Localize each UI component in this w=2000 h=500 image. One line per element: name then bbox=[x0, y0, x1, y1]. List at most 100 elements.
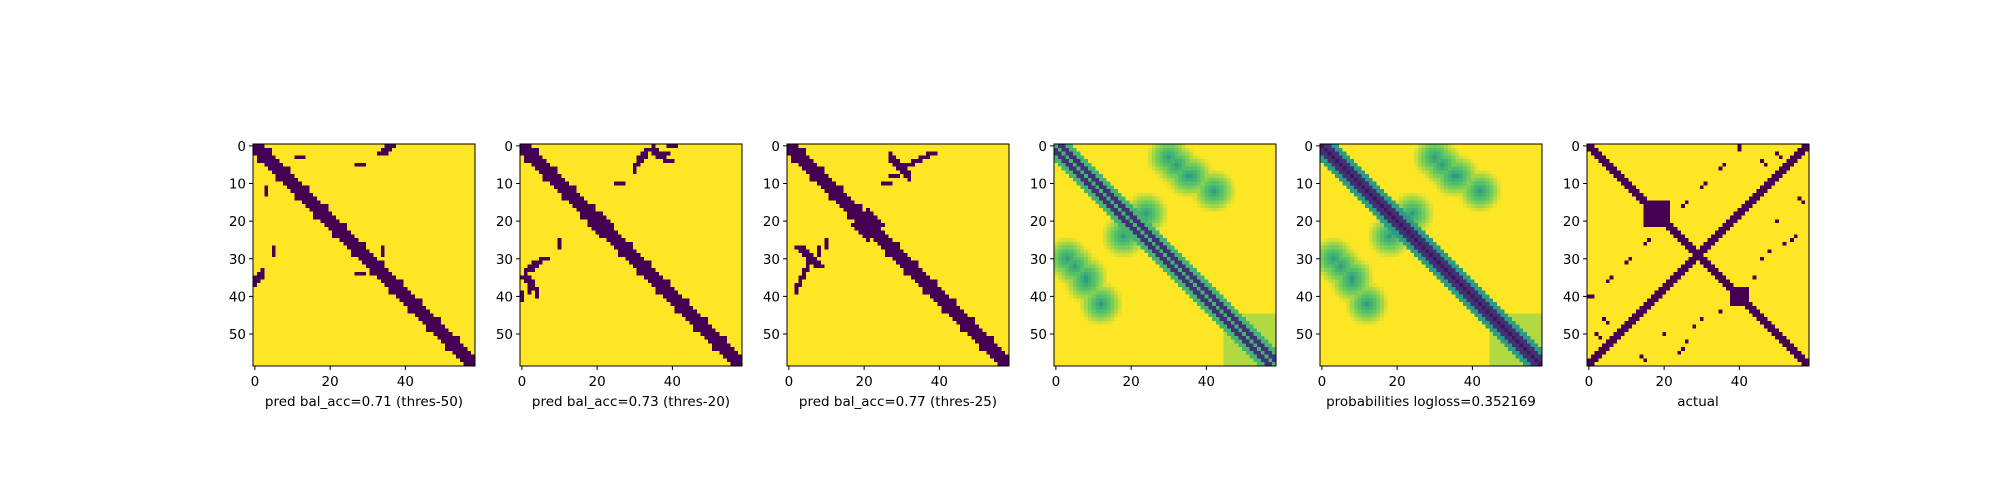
heatmap-cell-run bbox=[1650, 238, 1678, 243]
y-tick-label: 30 bbox=[1296, 252, 1313, 268]
heatmap-cell-run bbox=[1444, 162, 1449, 167]
heatmap-cell-run bbox=[1227, 196, 1232, 201]
heatmap-cell-run bbox=[1061, 249, 1066, 254]
heatmap-cell-run bbox=[1380, 245, 1385, 250]
heatmap-cell-run bbox=[1696, 324, 1765, 329]
heatmap-cell-run bbox=[1376, 283, 1381, 288]
heatmap-cell-run bbox=[1084, 286, 1089, 292]
heatmap-cell-run bbox=[1151, 238, 1160, 243]
heatmap-cell-run bbox=[520, 279, 525, 284]
heatmap-cell-run bbox=[568, 200, 589, 205]
heatmap-cell-run bbox=[1155, 241, 1164, 246]
heatmap-cell-run bbox=[1478, 302, 1483, 307]
heatmap-cell-run bbox=[1429, 215, 1434, 220]
heatmap-cell-run bbox=[1425, 144, 1430, 149]
heatmap-cell-run bbox=[798, 279, 803, 284]
heatmap-cell-run bbox=[1054, 294, 1070, 299]
heatmap-cell-run bbox=[1208, 313, 1217, 318]
heatmap-cell-run bbox=[1129, 215, 1138, 220]
heatmap-cell-run bbox=[1775, 170, 1787, 175]
heatmap-cell-run bbox=[1099, 317, 1104, 322]
heatmap-cell-run bbox=[948, 294, 1010, 299]
heatmap-cell-run bbox=[1223, 294, 1277, 299]
heatmap-cell-run bbox=[1227, 317, 1232, 322]
heatmap-cell-run bbox=[1227, 200, 1232, 205]
heatmap-cell-run bbox=[587, 219, 611, 224]
heatmap-cell-run bbox=[1365, 320, 1370, 326]
heatmap-cell-run bbox=[1346, 238, 1370, 243]
heatmap-cell-run bbox=[1174, 170, 1179, 175]
heatmap-cell-run bbox=[1357, 162, 1415, 167]
heatmap-cell-run bbox=[1714, 241, 1784, 246]
heatmap-cell-run bbox=[960, 305, 1010, 310]
heatmap-cell-run bbox=[1099, 302, 1104, 307]
heatmap-cell-run bbox=[1402, 245, 1407, 250]
heatmap-cell-run bbox=[1114, 204, 1119, 209]
heatmap-cell-run bbox=[1335, 290, 1340, 295]
heatmap-cell-run bbox=[1462, 200, 1468, 205]
heatmap-cell-run bbox=[1099, 196, 1108, 201]
heatmap-cell-run bbox=[1099, 260, 1104, 265]
heatmap-cell-run bbox=[1102, 309, 1108, 314]
heatmap-cell-run bbox=[1587, 256, 1629, 262]
x-tick-label: 20 bbox=[856, 374, 873, 390]
heatmap-cell-run bbox=[1587, 264, 1682, 269]
heatmap-cell-run bbox=[1489, 196, 1494, 201]
heatmap-cell-run bbox=[290, 170, 476, 175]
heatmap-cell-run bbox=[1602, 343, 1614, 348]
heatmap-cell-run bbox=[1361, 305, 1366, 310]
heatmap-cell-run bbox=[520, 196, 562, 201]
heatmap-cell-run bbox=[1323, 268, 1328, 273]
heatmap-cell-run bbox=[918, 260, 1010, 265]
heatmap-cell-run bbox=[1440, 260, 1449, 265]
heatmap-cell-run bbox=[1204, 162, 1209, 167]
heatmap-cell-run bbox=[1429, 207, 1434, 213]
heatmap-cell-run bbox=[1095, 260, 1100, 265]
heatmap-cell-run bbox=[332, 211, 476, 216]
heatmap-cell-run bbox=[1771, 174, 1784, 179]
heatmap-cell-run bbox=[1462, 196, 1468, 201]
heatmap-cell-run bbox=[1429, 234, 1543, 239]
heatmap-cell-run bbox=[817, 249, 822, 254]
heatmap-cell-run bbox=[1444, 151, 1449, 156]
heatmap-cell-run bbox=[787, 174, 810, 179]
heatmap-cell-run bbox=[1061, 275, 1066, 280]
heatmap-cell-run bbox=[1372, 320, 1377, 326]
heatmap-cell-run bbox=[1587, 294, 1595, 299]
heatmap-cell-run bbox=[813, 253, 818, 258]
heatmap-cell-run bbox=[1391, 245, 1396, 250]
heatmap-cell-run bbox=[1196, 155, 1202, 160]
heatmap-cell-run bbox=[1496, 196, 1502, 201]
heatmap-cell-run bbox=[1342, 264, 1347, 269]
heatmap-cell-run bbox=[1587, 159, 1599, 164]
heatmap-cell-run bbox=[1429, 177, 1434, 183]
heatmap-cell-run bbox=[787, 159, 792, 164]
heatmap-cell-run bbox=[787, 189, 826, 194]
heatmap-cell-run bbox=[926, 151, 938, 156]
heatmap-cell-run bbox=[1628, 256, 1633, 262]
heatmap-cell-run bbox=[452, 350, 472, 356]
heatmap-cell-run bbox=[1193, 283, 1198, 288]
heatmap-cell-run bbox=[1234, 305, 1277, 310]
heatmap-cell-run bbox=[1181, 151, 1187, 156]
heatmap-cell-run bbox=[1193, 155, 1198, 160]
heatmap-cell-run bbox=[1617, 177, 1629, 183]
heatmap-cell-run bbox=[787, 151, 807, 156]
heatmap-cell-run bbox=[1054, 362, 1224, 367]
heatmap-cell-run bbox=[1587, 320, 1607, 326]
heatmap-cell-run bbox=[655, 268, 743, 273]
heatmap-cell-run bbox=[309, 207, 329, 213]
heatmap-cell-run bbox=[1080, 283, 1085, 288]
heatmap-cell-run bbox=[1204, 204, 1209, 209]
heatmap-cell-run bbox=[787, 226, 856, 231]
heatmap-cell-run bbox=[1170, 162, 1175, 167]
heatmap-cell-run bbox=[1590, 151, 1603, 156]
y-tick-label: 0 bbox=[504, 139, 513, 155]
heatmap-cell-run bbox=[975, 320, 1010, 326]
heatmap-cell-run bbox=[253, 215, 314, 220]
heatmap-cell-run bbox=[907, 253, 1010, 258]
heatmap-cell-run bbox=[550, 256, 626, 262]
heatmap-cell-run bbox=[1200, 271, 1277, 277]
heatmap-cell-run bbox=[1342, 256, 1347, 262]
